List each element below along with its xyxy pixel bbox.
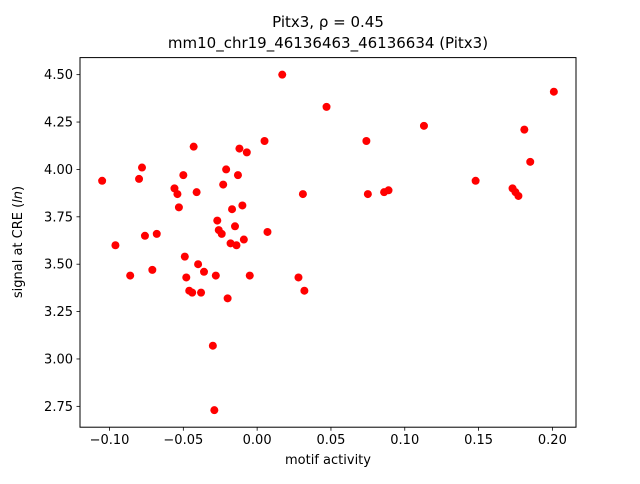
y-tick-label: 4.00 (44, 163, 73, 178)
chart-title: Pitx3, ρ = 0.45 (272, 13, 384, 31)
data-point (210, 406, 219, 415)
data-point (188, 288, 197, 297)
x-tick-label: 0.15 (464, 433, 493, 448)
x-tick-label: 0.20 (538, 433, 567, 448)
data-point (471, 176, 480, 185)
data-point (126, 271, 135, 280)
data-point (300, 286, 309, 295)
y-tick-label: 2.75 (44, 400, 73, 415)
data-point (238, 201, 247, 210)
y-tick-label: 3.00 (44, 352, 73, 367)
data-point (278, 70, 287, 79)
chart-subtitle: mm10_chr19_46136463_46136634 (Pitx3) (168, 34, 488, 53)
data-point (192, 188, 201, 197)
data-point (228, 205, 237, 214)
data-points (98, 70, 558, 415)
y-tick-label: 3.75 (44, 210, 73, 225)
y-axis-ticks: 2.75 3.00 3.25 3.50 3.75 4.00 4.25 4.50 (44, 68, 80, 415)
data-point (514, 191, 523, 200)
data-point (549, 87, 558, 96)
data-point (384, 186, 393, 195)
data-point (140, 231, 149, 240)
data-point (242, 148, 251, 157)
data-point (182, 273, 191, 282)
y-axis-label-italic: ln (11, 191, 26, 203)
data-point (526, 157, 535, 166)
data-point (213, 216, 222, 225)
y-tick-label: 3.50 (44, 258, 73, 273)
y-axis-label-prefix: signal at CRE ( (11, 203, 26, 298)
axes-frame (79, 57, 577, 428)
data-point (419, 121, 428, 130)
x-tick-label: −0.05 (163, 433, 203, 448)
x-tick-label: 0.00 (243, 433, 272, 448)
data-point (239, 235, 248, 244)
data-point (208, 341, 217, 350)
data-point (231, 222, 239, 231)
data-point (135, 174, 144, 183)
y-tick-label: 3.25 (44, 305, 73, 320)
data-point (174, 203, 183, 212)
data-point (152, 229, 161, 238)
data-point (98, 176, 107, 185)
data-point (111, 241, 120, 250)
data-point (138, 163, 146, 172)
x-tick-label: 0.05 (316, 433, 345, 448)
data-point (263, 227, 272, 236)
x-tick-label: 0.10 (390, 433, 419, 448)
data-point (260, 136, 269, 145)
data-point (211, 271, 220, 280)
x-axis-ticks: −0.10 −0.05 0.00 0.05 0.10 0.15 0.20 (90, 427, 567, 448)
y-axis-label-suffix: ) (11, 186, 26, 191)
data-point (245, 271, 254, 280)
data-point (363, 190, 372, 199)
data-point (197, 288, 206, 297)
data-point (200, 267, 208, 276)
y-tick-label: 4.50 (44, 68, 73, 83)
data-point (298, 190, 307, 199)
data-point (362, 136, 371, 145)
y-axis-label: signal at CRE (ln) (11, 186, 26, 298)
x-tick-label: −0.10 (90, 433, 130, 448)
data-point (223, 294, 232, 303)
data-point (322, 102, 331, 111)
data-point (222, 165, 231, 174)
y-tick-label: 4.25 (44, 116, 73, 131)
data-point (520, 125, 529, 134)
data-point (233, 171, 242, 180)
data-point (232, 241, 241, 250)
data-point (235, 144, 244, 153)
data-point (179, 171, 188, 180)
data-point (294, 273, 303, 282)
data-point (217, 229, 226, 238)
data-point (194, 260, 203, 269)
data-point (189, 142, 198, 151)
data-point (180, 252, 189, 261)
x-axis-label: motif activity (285, 453, 371, 468)
data-point (219, 180, 228, 189)
data-point (148, 265, 157, 274)
data-point (173, 190, 182, 199)
